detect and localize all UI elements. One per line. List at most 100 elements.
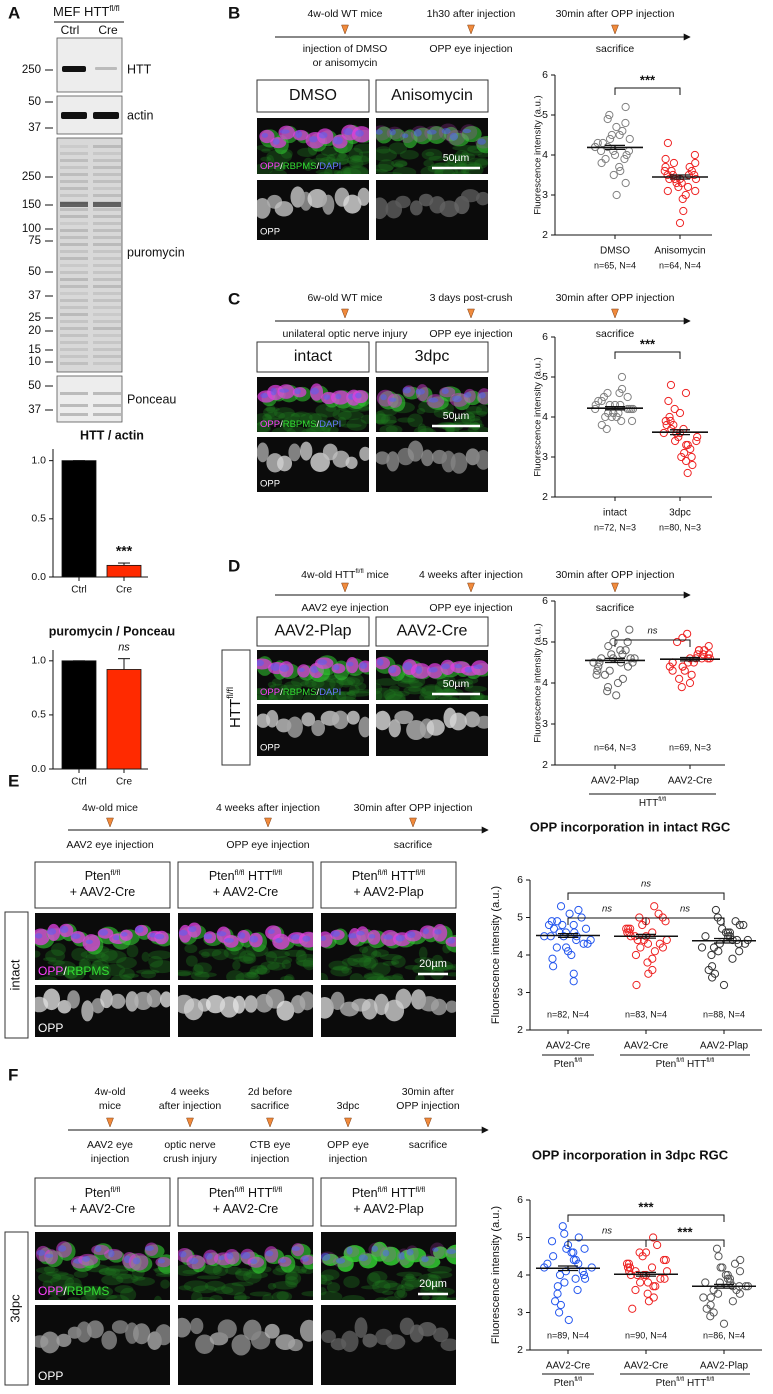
n-label: n=86, N=4 bbox=[703, 1330, 745, 1340]
cell-blue bbox=[395, 934, 405, 942]
green-signal bbox=[396, 1284, 406, 1298]
cell-blue bbox=[57, 1245, 67, 1252]
green-signal bbox=[400, 1276, 421, 1290]
n-label: n=89, N=4 bbox=[547, 1330, 589, 1340]
green-signal bbox=[198, 948, 222, 957]
green-signal bbox=[328, 960, 348, 971]
side-box bbox=[221, 649, 251, 766]
band bbox=[93, 404, 121, 407]
smear bbox=[93, 299, 121, 302]
green-signal bbox=[377, 171, 403, 174]
timeline-label-part: OPP eye injection bbox=[429, 328, 512, 340]
cell-blue bbox=[371, 1245, 378, 1252]
cell-blue bbox=[279, 1258, 286, 1263]
green-signal bbox=[455, 678, 474, 686]
cell-blue bbox=[358, 1254, 368, 1262]
smear bbox=[93, 285, 121, 288]
data-point bbox=[661, 162, 670, 172]
y-axis-title: Fluorescence intensity (a.u.) bbox=[490, 886, 502, 1024]
green-signal bbox=[52, 1273, 75, 1280]
green-signal bbox=[244, 972, 259, 979]
stain-part: OPP bbox=[260, 687, 280, 698]
timeline-label: 4w-old HTTfl/fl mice bbox=[301, 568, 389, 581]
timeline-label-part: sacrifice bbox=[596, 43, 635, 55]
green-signal bbox=[101, 1274, 124, 1286]
timeline-label-part: 4 weeks after injection bbox=[216, 802, 320, 814]
cell-blue bbox=[36, 1249, 46, 1256]
green-signal bbox=[360, 1285, 380, 1290]
data-point bbox=[735, 947, 744, 956]
x-tick-label: AAV2-Cre bbox=[546, 1361, 591, 1372]
green-signal bbox=[262, 413, 272, 421]
cell-gray bbox=[464, 711, 481, 728]
green-signal bbox=[280, 684, 302, 691]
condition-label-part: DMSO bbox=[289, 87, 337, 104]
green-signal bbox=[262, 1294, 274, 1300]
green-signal bbox=[346, 673, 364, 687]
smear bbox=[93, 292, 121, 295]
data-point bbox=[613, 678, 623, 688]
smear bbox=[93, 173, 121, 176]
significance-bracket bbox=[614, 351, 681, 359]
timeline-label: after injection bbox=[159, 1100, 222, 1112]
timepoint-marker bbox=[186, 1117, 194, 1128]
green-signal bbox=[49, 1275, 75, 1288]
green-signal bbox=[85, 952, 109, 962]
green-signal bbox=[474, 158, 488, 169]
group-label: Ptenfl/fl bbox=[554, 1057, 583, 1070]
timeline-label: 4w-old mice bbox=[82, 802, 138, 814]
group-label-part: fl/fl bbox=[574, 1376, 582, 1383]
data-point bbox=[679, 206, 688, 216]
data-point bbox=[648, 965, 657, 975]
green-signal bbox=[384, 691, 406, 700]
green-signal bbox=[295, 949, 307, 963]
cell-blue bbox=[335, 393, 342, 400]
channel-label: OPP bbox=[260, 479, 280, 490]
data-point bbox=[562, 943, 571, 952]
condition-label: AAV2-Plap bbox=[274, 623, 351, 640]
cell-blue bbox=[402, 386, 411, 394]
condition-label-part: fl/fl bbox=[110, 868, 120, 877]
green-signal bbox=[338, 679, 354, 688]
data-point bbox=[690, 150, 699, 160]
micrograph bbox=[376, 437, 488, 492]
data-point bbox=[718, 1263, 727, 1272]
green-signal bbox=[336, 153, 349, 166]
cell-blue bbox=[464, 666, 473, 673]
data-point bbox=[691, 158, 700, 168]
green-signal bbox=[415, 974, 425, 980]
green-signal bbox=[417, 1273, 439, 1285]
cell-blue bbox=[85, 939, 93, 945]
significance-label: ns bbox=[647, 626, 657, 637]
green-signal bbox=[302, 957, 313, 971]
green-signal bbox=[276, 1291, 289, 1300]
cell-gray bbox=[388, 719, 401, 738]
data-point bbox=[697, 654, 706, 663]
y-tick-label: 5 bbox=[542, 109, 548, 121]
data-point bbox=[675, 218, 685, 228]
data-point bbox=[653, 1240, 662, 1250]
stain-part: / bbox=[63, 964, 67, 978]
cell-blue bbox=[406, 1248, 414, 1256]
condition-label-part: fl/fl bbox=[415, 1185, 425, 1194]
marker-label: 15 bbox=[28, 344, 41, 356]
timepoint-marker bbox=[344, 1117, 352, 1128]
x-tick-label: AAV2-Cre bbox=[668, 776, 713, 787]
data-point bbox=[602, 424, 611, 434]
scale-label: 20µm bbox=[419, 958, 447, 970]
condition-label-part: fl/fl bbox=[272, 1185, 282, 1194]
data-point bbox=[607, 130, 616, 140]
data-point bbox=[549, 962, 558, 971]
stain-part: OPP bbox=[260, 161, 280, 172]
condition-label: Ptenfl/fl bbox=[85, 868, 121, 884]
cell-gray bbox=[299, 1319, 313, 1342]
data-point bbox=[604, 642, 613, 651]
data-point bbox=[649, 1233, 658, 1242]
green-signal bbox=[130, 1276, 146, 1281]
data-point bbox=[544, 920, 554, 930]
significance-bracket bbox=[614, 87, 681, 95]
timeline-label-part: OPP injection bbox=[396, 1100, 460, 1112]
cell-blue bbox=[157, 1258, 165, 1264]
green-signal bbox=[267, 1282, 277, 1290]
green-signal bbox=[372, 1280, 391, 1294]
